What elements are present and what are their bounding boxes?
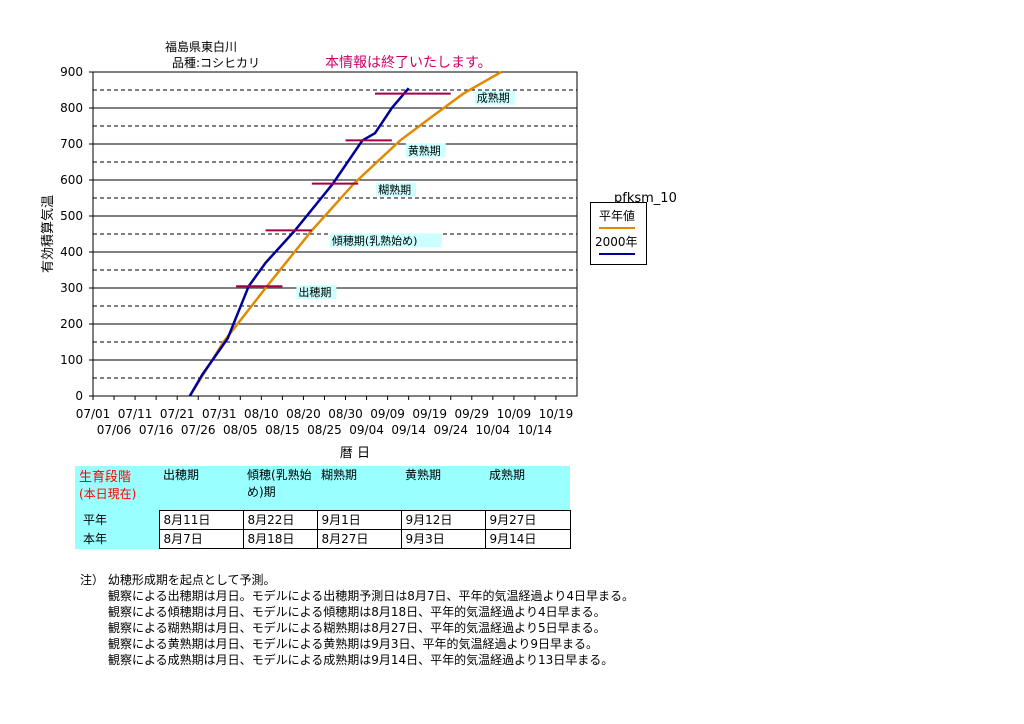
stage-label-bg — [376, 182, 417, 197]
table-cell: 9月27日 — [484, 510, 571, 530]
note-line: 観察による傾穂期は月日、モデルによる傾穂期は8月18日、平年的気温経過より4日早… — [108, 605, 606, 619]
stage-label: 出穂期 — [298, 285, 331, 299]
table-row: 平年 8月11日 8月22日 9月1日 9月12日 9月27日 — [75, 510, 571, 530]
y-tick-label: 400 — [60, 245, 83, 259]
table-cell: 8月11日 — [158, 510, 244, 530]
x-tick-label: 09/19 — [412, 407, 447, 421]
stage-label-bg — [474, 90, 515, 105]
x-tick-label: 08/15 — [265, 423, 300, 437]
y-tick-label: 100 — [60, 353, 83, 367]
table-cell: 8月27日 — [316, 529, 402, 549]
y-tick-label: 200 — [60, 317, 83, 331]
x-tick-label: 09/04 — [349, 423, 384, 437]
note-line: 観察による出穂期は月日。モデルによる出穂期予測日は8月7日、平年的気温経過より4… — [108, 589, 634, 603]
x-tick-label: 09/14 — [391, 423, 426, 437]
table-cell: 9月12日 — [400, 510, 486, 530]
x-tick-label: 07/31 — [202, 407, 237, 421]
stage-label-bg — [296, 285, 337, 300]
x-tick-label: 07/11 — [118, 407, 153, 421]
x-tick-label: 10/19 — [539, 407, 574, 421]
x-tick-label: 09/29 — [454, 407, 489, 421]
y-axis-label: 有効積算気温 — [40, 195, 56, 273]
x-tick-label: 09/09 — [370, 407, 405, 421]
table-cell: 9月1日 — [316, 510, 402, 530]
x-tick-label: 07/16 — [139, 423, 174, 437]
y-tick-label: 300 — [60, 281, 83, 295]
stage-col-0: 出穂期 — [159, 466, 243, 511]
x-tick-label: 08/10 — [244, 407, 279, 421]
stage-col-3: 黄熟期 — [401, 466, 485, 511]
stage-header-label: 生育段階 — [79, 470, 132, 485]
table-cell: 8月7日 — [158, 529, 244, 549]
table-cell: 9月3日 — [400, 529, 486, 549]
stage-table: 生育段階 (本日現在) 出穂期 傾穂(乳熟始め)期 糊熟期 黄熟期 成熟期 平年… — [75, 466, 571, 549]
stage-label-bg — [405, 143, 446, 158]
x-tick-label: 10/14 — [518, 423, 553, 437]
stage-label: 黄熟期 — [408, 143, 441, 157]
x-tick-label: 09/24 — [433, 423, 468, 437]
stage-header-cell: 生育段階 (本日現在) — [75, 466, 159, 511]
series-line-2000 — [188, 87, 410, 397]
x-tick-label: 10/04 — [476, 423, 511, 437]
x-tick-label: 08/20 — [286, 407, 321, 421]
x-tick-label: 08/30 — [328, 407, 363, 421]
x-tick-label: 07/21 — [160, 407, 195, 421]
variety-title: 品種:コシヒカリ — [172, 56, 261, 70]
legend-swatch-2000 — [599, 253, 635, 255]
legend-swatch-normal — [599, 227, 635, 229]
y-tick-label: 900 — [60, 65, 83, 79]
legend-label-2000: 2000年 — [595, 235, 638, 249]
y-tick-label: 700 — [60, 137, 83, 151]
y-tick-label: 600 — [60, 173, 83, 187]
x-tick-label: 10/09 — [497, 407, 532, 421]
note-line: 観察による成熟期は月日、モデルによる成熟期は9月14日、平年的気温経過より13日… — [108, 653, 614, 667]
stage-table-header: 生育段階 (本日現在) 出穂期 傾穂(乳熟始め)期 糊熟期 黄熟期 成熟期 — [75, 466, 570, 511]
stage-header-sub: (本日現在) — [79, 487, 137, 501]
x-axis-label: 暦 日 — [340, 446, 370, 461]
legend: 平年値 2000年 — [590, 202, 647, 265]
note-line: 観察による糊熟期は月日、モデルによる糊熟期は8月27日、平年的気温経過より5日早… — [108, 621, 606, 635]
y-tick-label: 0 — [75, 389, 83, 403]
table-cell: 8月22日 — [242, 510, 318, 530]
notes-title: 注） 幼穂形成期を起点として予測。 — [80, 573, 276, 587]
y-tick-label: 800 — [60, 101, 83, 115]
row-label: 平年 — [75, 510, 159, 530]
stage-label: 成熟期 — [477, 91, 510, 105]
x-tick-label: 08/25 — [307, 423, 342, 437]
table-cell: 9月14日 — [484, 529, 571, 549]
stage-col-4: 成熟期 — [485, 466, 570, 511]
legend-label-normal: 平年値 — [599, 209, 636, 223]
end-notice: 本情報は終了いたします。 — [325, 55, 492, 71]
stage-col-1: 傾穂(乳熟始め)期 — [243, 466, 317, 511]
stage-label: 傾穂期(乳熟始め) — [332, 233, 418, 247]
note-line: 観察による黄熟期は月日、モデルによる黄熟期は9月3日、平年的気温経過より9日早ま… — [108, 637, 598, 651]
row-label: 本年 — [75, 529, 159, 549]
stage-label: 糊熟期 — [378, 183, 411, 197]
chart-area: 0 100 200 300 400 500 600 700 800 900 07/01 07/06 07… — [40, 65, 578, 461]
notes: 注） 幼穂形成期を起点として予測。 観察による出穂期は月日。モデルによる出穂期予… — [80, 572, 634, 668]
table-cell: 8月18日 — [242, 529, 318, 549]
stage-label-bg — [329, 233, 442, 248]
x-tick-label: 08/05 — [223, 423, 258, 437]
x-tick-label: 07/26 — [181, 423, 216, 437]
location-title: 福島県東白川 — [165, 40, 238, 54]
y-tick-label: 500 — [60, 209, 83, 223]
stage-col-2: 糊熟期 — [317, 466, 401, 511]
x-tick-label: 07/06 — [97, 423, 132, 437]
table-row: 本年 8月7日 8月18日 8月27日 9月3日 9月14日 — [75, 529, 571, 549]
x-tick-label: 07/01 — [76, 407, 111, 421]
